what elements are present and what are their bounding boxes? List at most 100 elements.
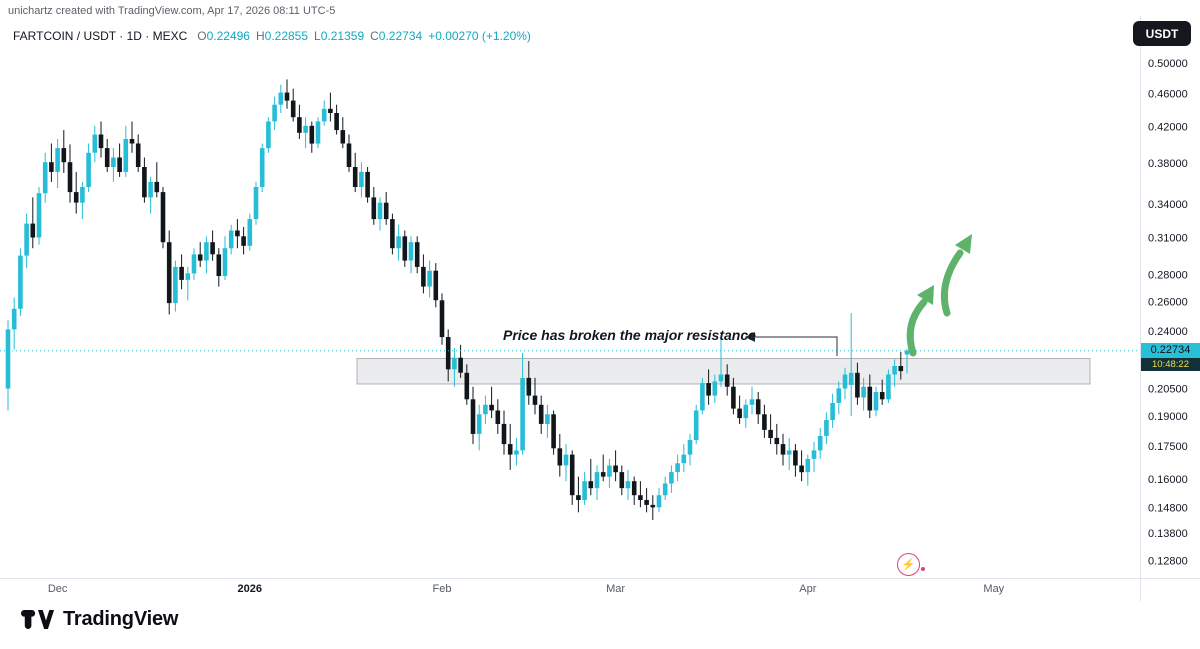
candle-body <box>154 181 160 193</box>
candle-body <box>222 248 228 276</box>
price-axis-label: 0.38000 <box>1148 158 1188 170</box>
candle-body <box>712 381 718 396</box>
candle-body <box>842 374 848 389</box>
green-arrow-head[interactable] <box>917 285 934 305</box>
price-axis-label: 0.31000 <box>1148 233 1188 245</box>
candle-body <box>495 410 501 424</box>
lightning-icon: ⚡ <box>901 559 916 571</box>
candle-body <box>762 414 767 430</box>
candle-body <box>514 450 519 455</box>
candle-body <box>700 383 705 411</box>
candle-body <box>346 143 352 167</box>
price-axis-label: 0.12800 <box>1148 555 1188 567</box>
candle-body <box>123 139 129 172</box>
candle-body <box>427 270 432 287</box>
candle-body <box>768 429 773 438</box>
candle-body <box>904 350 910 355</box>
candle-body <box>390 219 395 249</box>
candle-body <box>321 108 327 122</box>
candle-body <box>619 472 625 489</box>
candle-body <box>569 454 575 496</box>
candle-body <box>191 254 197 274</box>
price-axis-label: 0.28000 <box>1148 270 1188 282</box>
candle-body <box>836 388 842 403</box>
candle-body <box>594 472 600 489</box>
green-arrow-shaft[interactable] <box>906 298 928 357</box>
resistance-zone-rectangle[interactable] <box>356 358 1091 385</box>
candle-body <box>538 404 544 424</box>
candle-body <box>334 113 339 131</box>
candle-body <box>111 157 116 168</box>
candle-body <box>315 121 321 144</box>
annotation-text[interactable]: Price has broken the major resistance <box>503 327 756 343</box>
candle-body <box>266 121 271 149</box>
candle-body <box>576 495 581 500</box>
candle-body <box>135 143 141 167</box>
candle-body <box>662 483 668 496</box>
price-axis-label: 0.26000 <box>1148 297 1188 309</box>
candle-body <box>30 223 36 238</box>
candle-body <box>718 374 724 382</box>
candle-body <box>445 337 451 370</box>
candle-body <box>755 399 761 415</box>
reaction-icon[interactable]: ⚡ <box>897 553 920 576</box>
candle-body <box>669 472 674 484</box>
candle-body <box>501 423 507 445</box>
candle-body <box>675 463 680 473</box>
tradingview-wordmark: TradingView <box>63 608 179 630</box>
green-arrow-shaft[interactable] <box>940 249 964 317</box>
candle-body <box>563 454 569 466</box>
candle-body <box>830 403 835 421</box>
candle-body <box>67 162 73 193</box>
candle-body <box>545 414 550 424</box>
candle-body <box>235 230 240 237</box>
price-axis-label: 0.17500 <box>1148 441 1188 453</box>
annotation-arrow-line[interactable] <box>753 336 838 356</box>
candle-body <box>631 481 637 496</box>
candle-body <box>706 383 711 396</box>
candle-body <box>600 472 606 477</box>
candle-body <box>284 92 290 101</box>
candle-body <box>86 152 91 187</box>
candle-body <box>92 134 98 153</box>
candle-body <box>80 187 85 203</box>
candle-body <box>656 495 662 508</box>
candle-body <box>228 230 234 249</box>
currency-toggle-button[interactable]: USDT <box>1133 21 1191 46</box>
candle-body <box>117 157 122 172</box>
candle-body <box>408 242 414 261</box>
candle-body <box>681 454 687 464</box>
candle-body <box>867 386 873 411</box>
candle-body <box>402 236 408 261</box>
candle-body <box>458 357 463 373</box>
candle-body <box>309 125 315 144</box>
candle-body <box>737 408 742 419</box>
candle-body <box>241 236 246 246</box>
candle-body <box>383 202 389 220</box>
candle-body <box>886 374 891 400</box>
candle-body <box>328 108 333 113</box>
symbol-title[interactable]: FARTCOIN / USDT · 1D · MEXC <box>13 29 188 43</box>
candle-body <box>185 273 191 280</box>
last-price-label: 0.22734 10:48:22 <box>1141 343 1200 371</box>
candle-body <box>166 242 172 304</box>
candle-body <box>464 372 470 400</box>
change-value: +0.00270 (+1.20%) <box>428 29 531 43</box>
candle-body <box>638 495 643 500</box>
candle-body <box>476 414 482 434</box>
candle-body <box>173 266 178 304</box>
price-axis-label: 0.13800 <box>1148 528 1188 540</box>
tradingview-logo[interactable]: TradingView <box>21 606 178 633</box>
candle-body <box>247 219 253 246</box>
candle-body <box>780 444 786 455</box>
candle-body <box>352 167 358 187</box>
candle-body <box>433 270 439 301</box>
price-axis-label: 0.19000 <box>1148 411 1188 423</box>
price-axis-label: 0.16000 <box>1148 474 1188 486</box>
candle-body <box>749 399 755 405</box>
candle-body <box>892 366 897 375</box>
price-axis-label: 0.24000 <box>1148 326 1188 338</box>
green-arrow-head[interactable] <box>955 234 972 254</box>
candle-body <box>799 465 804 473</box>
